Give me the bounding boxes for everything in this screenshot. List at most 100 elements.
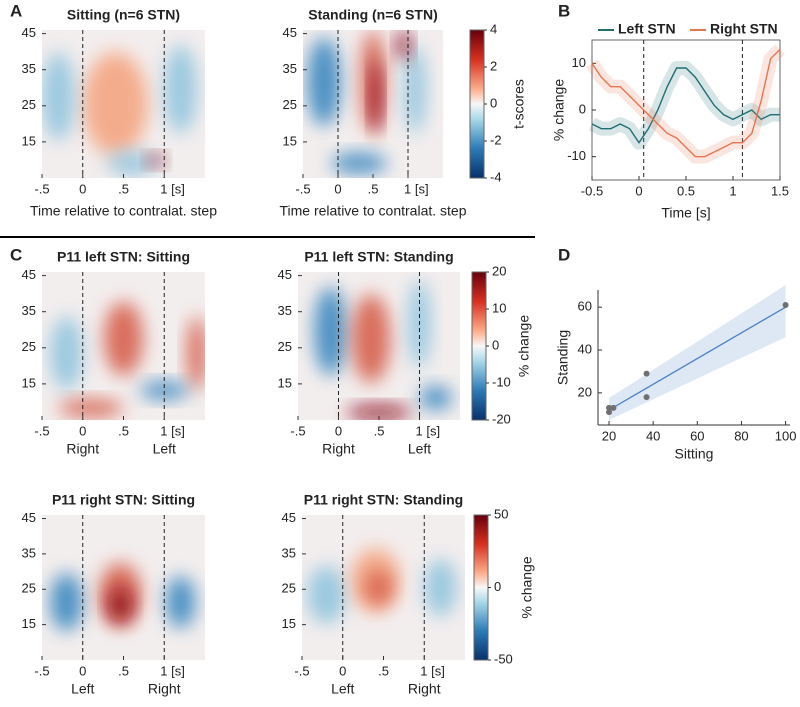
y-tick-label: 25 xyxy=(22,97,36,112)
y-tick-label: 45 xyxy=(22,510,36,525)
colorbar-tick-label: 50 xyxy=(494,506,508,521)
colorbar-tick-label: 0 xyxy=(492,337,499,352)
x-axis-label: Time relative to contralat. step xyxy=(30,203,217,219)
x-tick-label: 0 xyxy=(335,423,342,438)
panel-label: A xyxy=(10,1,22,20)
y-axis-label: t-scores xyxy=(511,79,527,129)
heatmap-blob xyxy=(306,565,347,624)
y-tick-label: 35 xyxy=(22,61,36,76)
point xyxy=(610,404,617,411)
heatmap-blob xyxy=(331,152,387,174)
heatmap xyxy=(42,272,205,420)
y-tick-label: 15 xyxy=(22,616,36,631)
heatmap-blob xyxy=(147,154,165,167)
x-tick-label: 40 xyxy=(646,428,660,443)
y-tick-label: 15 xyxy=(282,616,296,631)
x-tick-label: .5 xyxy=(118,663,129,678)
heatmap xyxy=(42,515,205,660)
y-tick-label: 35 xyxy=(22,303,36,318)
point xyxy=(782,302,789,308)
y-tick-label: 15 xyxy=(22,133,36,148)
panel-label: C xyxy=(10,245,22,264)
legend-label: Right STN xyxy=(710,21,778,37)
x-tick-label: .5 xyxy=(368,181,379,196)
x-tick-label: 80 xyxy=(734,428,748,443)
chart-title: Standing (n=6 STN) xyxy=(308,7,438,23)
panel-label: D xyxy=(558,245,570,264)
colorbar-tick-label: 20 xyxy=(492,263,506,278)
y-tick-label: 35 xyxy=(283,61,297,76)
event-label: Right xyxy=(148,681,181,697)
x-tick-label: -.5 xyxy=(295,181,310,196)
colorbar xyxy=(471,271,487,421)
x-tick-label: 1 [s] xyxy=(420,663,445,678)
x-tick-label: .5 xyxy=(118,181,129,196)
x-tick-label: -.5 xyxy=(34,423,49,438)
y-tick-label: -10 xyxy=(567,148,586,163)
heatmap-blob xyxy=(403,44,427,134)
y-tick-label: 60 xyxy=(578,299,592,314)
event-label: Left xyxy=(71,681,94,697)
x-tick-label: 0 xyxy=(79,663,86,678)
y-tick-label: 20 xyxy=(578,384,592,399)
heatmap-blob xyxy=(103,301,144,376)
heatmap xyxy=(302,515,465,660)
colorbar-tick-label: -50 xyxy=(494,651,513,666)
point xyxy=(643,370,650,377)
x-tick-label: .5 xyxy=(118,423,129,438)
event-label: Left xyxy=(408,441,431,457)
y-axis-label: Standing xyxy=(555,330,571,385)
x-tick-label: 1 xyxy=(729,183,736,198)
y-tick-label: 15 xyxy=(22,375,36,390)
x-tick-label: 1 [s] xyxy=(416,423,441,438)
y-tick-label: 25 xyxy=(22,581,36,596)
x-tick-label: .5 xyxy=(374,423,385,438)
colorbar-tick-label: 2 xyxy=(490,58,497,73)
heatmap-blob xyxy=(351,294,391,383)
heatmap-blob xyxy=(424,558,457,617)
y-tick-label: 25 xyxy=(278,339,292,354)
event-label: Right xyxy=(408,681,441,697)
x-tick-label: 1 [s] xyxy=(160,423,185,438)
colorbar-tick-label: -10 xyxy=(492,374,511,389)
x-tick-label: 0 xyxy=(334,181,341,196)
point xyxy=(643,394,650,401)
panel-label: B xyxy=(558,1,570,20)
chart-title: P11 right STN: Sitting xyxy=(52,492,195,508)
colorbar xyxy=(473,514,489,661)
chart-title: P11 left STN: Sitting xyxy=(57,249,190,265)
x-tick-label: 0 xyxy=(79,423,86,438)
y-tick-label: 15 xyxy=(283,133,297,148)
y-tick-label: 45 xyxy=(22,267,36,282)
heatmap xyxy=(42,30,205,178)
y-tick-label: 0 xyxy=(579,101,586,116)
y-axis-label: % change xyxy=(551,79,567,141)
x-tick-label: 1 [s] xyxy=(160,181,185,196)
colorbar-tick-label: 0 xyxy=(490,95,497,110)
x-tick-label: 0 xyxy=(635,183,642,198)
x-tick-label: -.5 xyxy=(34,663,49,678)
event-label: Left xyxy=(331,681,354,697)
heatmap-blob xyxy=(346,405,412,420)
y-tick-label: 35 xyxy=(22,545,36,560)
heatmap-blob xyxy=(307,37,341,127)
heatmap-blob xyxy=(139,381,189,400)
series-line xyxy=(591,48,781,158)
x-axis-label: Sitting xyxy=(675,446,714,462)
heatmap xyxy=(298,272,460,420)
y-tick-label: 25 xyxy=(22,339,36,354)
heatmap-blob xyxy=(42,52,75,141)
x-tick-label: 0.5 xyxy=(677,183,695,198)
colorbar-tick-label: 4 xyxy=(490,21,497,36)
heatmap-blob xyxy=(50,316,83,391)
colorbar-tick-label: 10 xyxy=(492,300,506,315)
heatmap-blob xyxy=(108,587,132,623)
fit-line xyxy=(608,306,786,411)
point xyxy=(606,404,613,411)
x-tick-label: -.5 xyxy=(34,181,49,196)
y-tick-label: 25 xyxy=(283,97,297,112)
x-tick-label: .5 xyxy=(378,663,389,678)
chart-title: Sitting (n=6 STN) xyxy=(67,7,180,23)
heatmap-blob xyxy=(365,570,392,605)
